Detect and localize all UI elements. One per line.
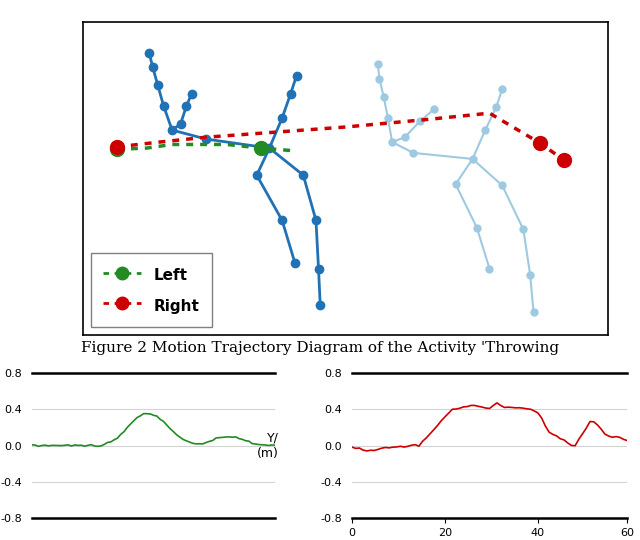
Text: Figure 2 Motion Trajectory Diagram of the Activity 'Throwing: Figure 2 Motion Trajectory Diagram of th… [81, 341, 559, 355]
Y-axis label: Y/
(m): Y/ (m) [257, 431, 279, 460]
Legend: Left, Right: Left, Right [91, 253, 212, 327]
